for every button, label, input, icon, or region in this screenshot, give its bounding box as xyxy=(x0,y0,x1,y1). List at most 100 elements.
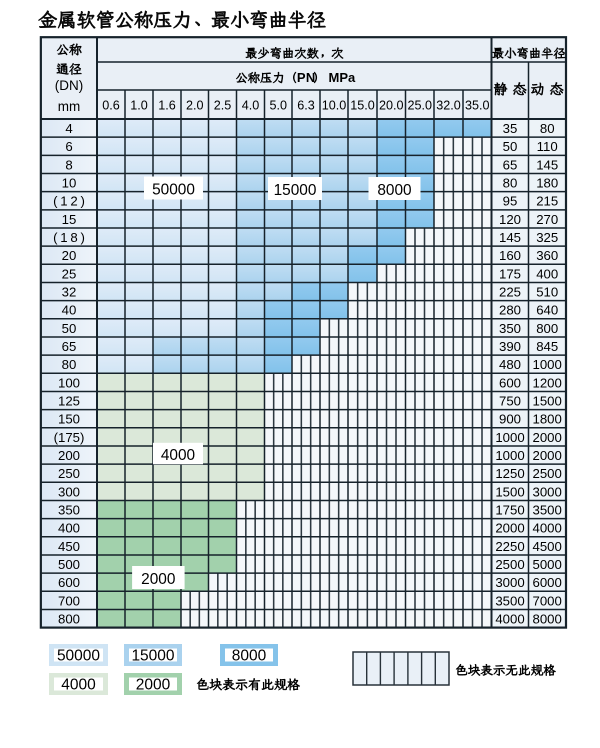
svg-text:4000: 4000 xyxy=(61,677,96,694)
svg-text:10.0: 10.0 xyxy=(322,99,347,113)
svg-text:1.0: 1.0 xyxy=(130,99,148,113)
svg-text:20.0: 20.0 xyxy=(379,99,404,113)
svg-text:4000: 4000 xyxy=(161,447,195,464)
svg-text:500: 500 xyxy=(58,557,80,572)
svg-text:95: 95 xyxy=(503,194,518,209)
svg-text:32: 32 xyxy=(62,285,77,300)
svg-text:1500: 1500 xyxy=(533,394,562,409)
svg-text:20: 20 xyxy=(62,248,77,263)
svg-text:1.6: 1.6 xyxy=(158,99,176,113)
svg-text:600: 600 xyxy=(499,375,521,390)
svg-text:120: 120 xyxy=(499,212,521,227)
svg-text:8000: 8000 xyxy=(377,182,411,199)
svg-text:3500: 3500 xyxy=(533,503,562,518)
svg-text:100: 100 xyxy=(58,375,80,390)
svg-text:1800: 1800 xyxy=(533,412,562,427)
svg-text:300: 300 xyxy=(58,484,80,499)
svg-text:8000: 8000 xyxy=(533,612,562,627)
svg-text:(12): (12) xyxy=(53,194,88,209)
svg-text:mm: mm xyxy=(58,99,81,114)
svg-text:175: 175 xyxy=(499,266,521,281)
svg-text:40: 40 xyxy=(62,303,77,318)
svg-text:450: 450 xyxy=(58,539,80,554)
svg-text:32.0: 32.0 xyxy=(436,99,461,113)
svg-text:25.0: 25.0 xyxy=(408,99,433,113)
svg-text:1750: 1750 xyxy=(495,503,524,518)
svg-text:1250: 1250 xyxy=(495,466,524,481)
svg-text:1000: 1000 xyxy=(495,448,524,463)
svg-text:145: 145 xyxy=(499,230,521,245)
svg-text:2000: 2000 xyxy=(495,521,524,536)
svg-text:700: 700 xyxy=(58,593,80,608)
svg-text:270: 270 xyxy=(536,212,558,227)
svg-text:110: 110 xyxy=(537,139,558,154)
svg-text:400: 400 xyxy=(58,521,80,536)
svg-text:160: 160 xyxy=(499,248,521,263)
svg-text:280: 280 xyxy=(499,303,521,318)
svg-text:6.3: 6.3 xyxy=(297,99,315,113)
svg-text:4500: 4500 xyxy=(533,539,562,554)
svg-text:900: 900 xyxy=(499,412,521,427)
svg-text:15000: 15000 xyxy=(131,648,174,665)
svg-text:5000: 5000 xyxy=(533,557,562,572)
svg-text:8: 8 xyxy=(65,157,72,172)
svg-text:6000: 6000 xyxy=(533,575,562,590)
svg-text:2000: 2000 xyxy=(136,677,171,694)
svg-text:2500: 2500 xyxy=(533,466,562,481)
svg-text:15000: 15000 xyxy=(274,182,317,199)
svg-text:145: 145 xyxy=(536,157,558,172)
svg-text:2500: 2500 xyxy=(495,557,524,572)
svg-text:50000: 50000 xyxy=(152,182,195,199)
svg-text:80: 80 xyxy=(540,121,555,136)
svg-text:215: 215 xyxy=(536,194,558,209)
svg-text:250: 250 xyxy=(58,466,80,481)
svg-text:360: 360 xyxy=(536,248,558,263)
svg-text:(175): (175) xyxy=(54,430,85,445)
svg-text:3000: 3000 xyxy=(495,575,524,590)
svg-text:25: 25 xyxy=(62,266,77,281)
svg-text:1000: 1000 xyxy=(533,357,562,372)
svg-text:6: 6 xyxy=(65,139,72,154)
svg-text:480: 480 xyxy=(499,357,521,372)
svg-text:4000: 4000 xyxy=(495,612,524,627)
svg-text:4000: 4000 xyxy=(533,521,562,536)
svg-text:80: 80 xyxy=(62,357,77,372)
svg-text:10: 10 xyxy=(62,176,77,191)
svg-text:4: 4 xyxy=(65,121,72,136)
svg-text:750: 750 xyxy=(499,394,521,409)
svg-text:MPa: MPa xyxy=(329,70,357,85)
svg-text:510: 510 xyxy=(536,285,558,300)
svg-text:65: 65 xyxy=(62,339,77,354)
svg-text:35: 35 xyxy=(503,121,518,136)
svg-text:2000: 2000 xyxy=(533,448,562,463)
svg-text:2.5: 2.5 xyxy=(214,99,232,113)
svg-text:180: 180 xyxy=(536,176,558,191)
svg-text:2250: 2250 xyxy=(495,539,524,554)
svg-text:350: 350 xyxy=(499,321,521,336)
svg-text:50: 50 xyxy=(503,139,518,154)
svg-text:50: 50 xyxy=(62,321,77,336)
svg-text:3000: 3000 xyxy=(533,484,562,499)
svg-text:4.0: 4.0 xyxy=(242,99,260,113)
svg-text:600: 600 xyxy=(58,575,80,590)
svg-text:1500: 1500 xyxy=(495,484,524,499)
svg-text:2000: 2000 xyxy=(141,571,175,588)
svg-text:400: 400 xyxy=(536,266,558,281)
svg-text:1200: 1200 xyxy=(533,375,562,390)
svg-text:200: 200 xyxy=(58,448,80,463)
svg-text:150: 150 xyxy=(58,412,80,427)
svg-text:8000: 8000 xyxy=(232,648,267,665)
svg-text:(18): (18) xyxy=(53,230,88,245)
svg-text:800: 800 xyxy=(536,321,558,336)
svg-text:0.6: 0.6 xyxy=(102,99,120,113)
svg-text:PN: PN xyxy=(297,70,316,85)
svg-text:15.0: 15.0 xyxy=(350,99,375,113)
svg-text:5.0: 5.0 xyxy=(269,99,287,113)
svg-text:640: 640 xyxy=(536,303,558,318)
svg-text:390: 390 xyxy=(499,339,521,354)
svg-text:3500: 3500 xyxy=(495,593,524,608)
svg-text:350: 350 xyxy=(58,503,80,518)
svg-text:50000: 50000 xyxy=(57,648,100,665)
svg-text:35.0: 35.0 xyxy=(465,99,490,113)
svg-text:7000: 7000 xyxy=(533,593,562,608)
